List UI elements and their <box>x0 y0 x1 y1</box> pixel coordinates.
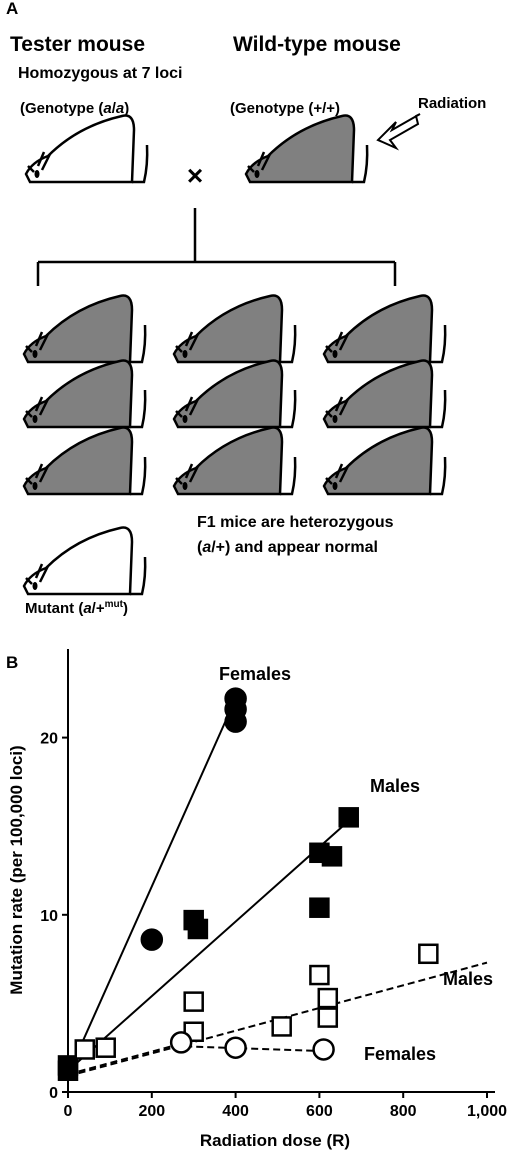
x-tick-label: 800 <box>390 1103 417 1120</box>
data-point <box>418 943 439 965</box>
cross-symbol: × <box>187 160 203 191</box>
x-tick-label: 0 <box>64 1103 73 1120</box>
f1-text: F1 mice are heterozygous <box>197 514 394 531</box>
series-label: Females <box>364 1044 436 1064</box>
cross-bracket <box>36 208 397 286</box>
y-axis-label: Mutation rate (per 100,000 loci) <box>7 745 26 994</box>
data-point <box>187 918 209 940</box>
data-point <box>309 897 330 918</box>
data-point <box>95 1037 116 1058</box>
data-point <box>317 1007 339 1028</box>
series-label: Males <box>443 969 493 989</box>
mutant-label: Mutant (a/+mut) <box>25 599 128 617</box>
x-tick-label: 1,000 <box>467 1103 507 1120</box>
series-label: Males <box>370 776 420 796</box>
y-tick-label: 20 <box>40 731 58 748</box>
series-label: Females <box>219 664 291 684</box>
tester-title: Tester mouse <box>10 33 145 56</box>
data-point <box>57 1060 79 1081</box>
data-point <box>317 987 339 1009</box>
f1-mice <box>22 294 447 496</box>
data-point <box>74 1039 96 1060</box>
radiation-label: Radiation <box>418 95 486 112</box>
wildtype-title: Wild-type mouse <box>233 33 401 56</box>
data-point <box>321 846 343 867</box>
tester-mouse <box>24 114 149 184</box>
x-tick-label: 600 <box>306 1103 333 1120</box>
radiation-arrow <box>376 113 421 151</box>
x-tick-label: 400 <box>222 1103 249 1120</box>
tester-genotype: (Genotype (a/a) <box>20 100 129 117</box>
panel-label: A <box>6 0 18 18</box>
f1-text: (a/+) and appear normal <box>197 539 378 556</box>
data-point <box>309 964 330 986</box>
fit-line <box>67 820 350 1072</box>
tester-subtitle: Homozygous at 7 loci <box>18 65 182 82</box>
wildtype-genotype: (Genotype (+/+) <box>230 100 340 117</box>
mutant-mouse <box>22 526 147 596</box>
y-tick-label: 10 <box>40 908 58 925</box>
x-axis-label: Radiation dose (R) <box>200 1131 350 1150</box>
x-tick-label: 200 <box>138 1103 165 1120</box>
data-point <box>183 991 204 1012</box>
data-point <box>169 1031 193 1054</box>
fit-line <box>67 1044 328 1076</box>
y-tick-label: 0 <box>49 1085 58 1102</box>
data-point <box>224 1036 247 1059</box>
data-point <box>224 710 247 733</box>
data-point <box>312 1038 335 1061</box>
panel-label: B <box>6 653 18 672</box>
fit-line <box>67 698 237 1075</box>
data-point <box>140 928 164 951</box>
fit-line <box>67 961 488 1078</box>
wildtype-mouse <box>244 114 369 184</box>
data-point <box>338 807 359 828</box>
data-point <box>271 1016 292 1037</box>
